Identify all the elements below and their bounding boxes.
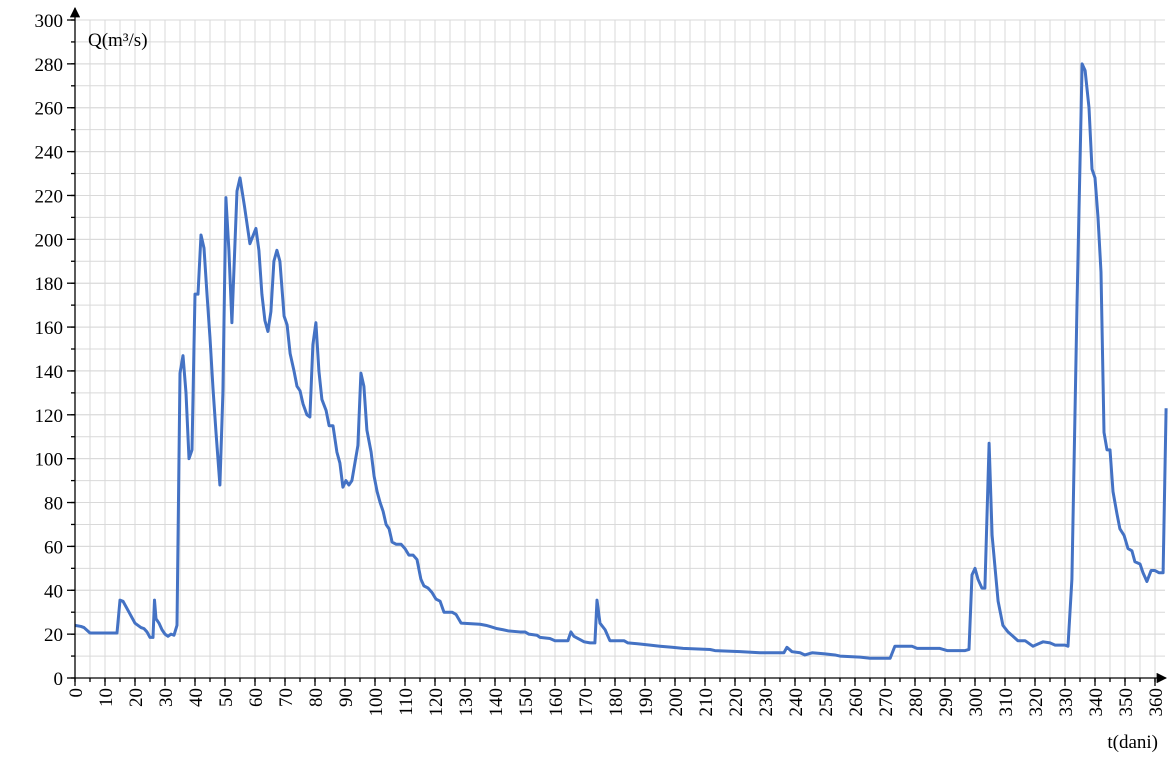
y-tick-label: 200 [35, 230, 64, 251]
y-tick-label: 60 [44, 537, 63, 558]
x-tick-label: 360 [1146, 688, 1167, 717]
y-tick-label: 100 [35, 450, 64, 471]
x-tick-label: 260 [846, 688, 867, 717]
x-tick-label: 160 [546, 688, 567, 717]
x-tick-label: 350 [1116, 688, 1137, 717]
x-tick-label: 180 [606, 688, 627, 717]
x-tick-label: 10 [96, 688, 117, 707]
x-tick-label: 330 [1056, 688, 1077, 717]
x-tick-label: 140 [486, 688, 507, 717]
x-tick-label: 150 [516, 688, 537, 717]
x-tick-label: 250 [816, 688, 837, 717]
x-tick-label: 100 [366, 688, 387, 717]
x-tick-label: 30 [156, 688, 177, 707]
plot [74, 62, 1168, 660]
y-tick-label: 140 [35, 362, 64, 383]
y-axis-label: Q(m³/s) [88, 30, 148, 51]
grid [74, 19, 1165, 679]
y-tick-label: 0 [54, 669, 64, 690]
y-tick-label: 240 [35, 143, 64, 164]
x-tick-label: 50 [216, 688, 237, 707]
x-tick-label: 80 [306, 688, 327, 707]
x-tick-label: 290 [936, 688, 957, 717]
x-tick-label: 110 [396, 688, 417, 716]
x-tick-label: 240 [786, 688, 807, 717]
y-tick-label: 280 [35, 55, 64, 76]
x-tick-label: 210 [696, 688, 717, 717]
x-tick-label: 20 [126, 688, 147, 707]
y-tick-label: 300 [35, 11, 64, 32]
x-axis-label: t(dani) [1107, 732, 1158, 753]
x-tick-label: 300 [966, 688, 987, 717]
x-tick-label: 220 [726, 688, 747, 717]
x-tick-label: 70 [276, 688, 297, 707]
x-tick-label: 320 [1026, 688, 1047, 717]
y-tick-label: 260 [35, 99, 64, 120]
y-tick-label: 80 [44, 494, 63, 515]
x-tick-label: 90 [336, 688, 357, 707]
x-tick-label: 0 [66, 688, 87, 698]
y-tick-label: 160 [35, 318, 64, 339]
x-tick-label: 200 [666, 688, 687, 717]
y-tick-label: 180 [35, 274, 64, 295]
x-tick-label: 120 [426, 688, 447, 717]
x-tick-label: 40 [186, 688, 207, 707]
data-line [74, 62, 1168, 660]
x-tick-label: 60 [246, 688, 267, 707]
x-tick-label: 310 [996, 688, 1017, 717]
y-tick-label: 20 [44, 625, 63, 646]
y-tick-label: 40 [44, 581, 63, 602]
y-tick-label: 120 [35, 406, 64, 427]
y-tick-label: 220 [35, 186, 64, 207]
x-tick-label: 190 [636, 688, 657, 717]
x-tick-label: 230 [756, 688, 777, 717]
x-tick-label: 130 [456, 688, 477, 717]
x-tick-label: 340 [1086, 688, 1107, 717]
x-tick-label: 170 [576, 688, 597, 717]
x-tick-label: 270 [876, 688, 897, 717]
x-tick-label: 280 [906, 688, 927, 717]
